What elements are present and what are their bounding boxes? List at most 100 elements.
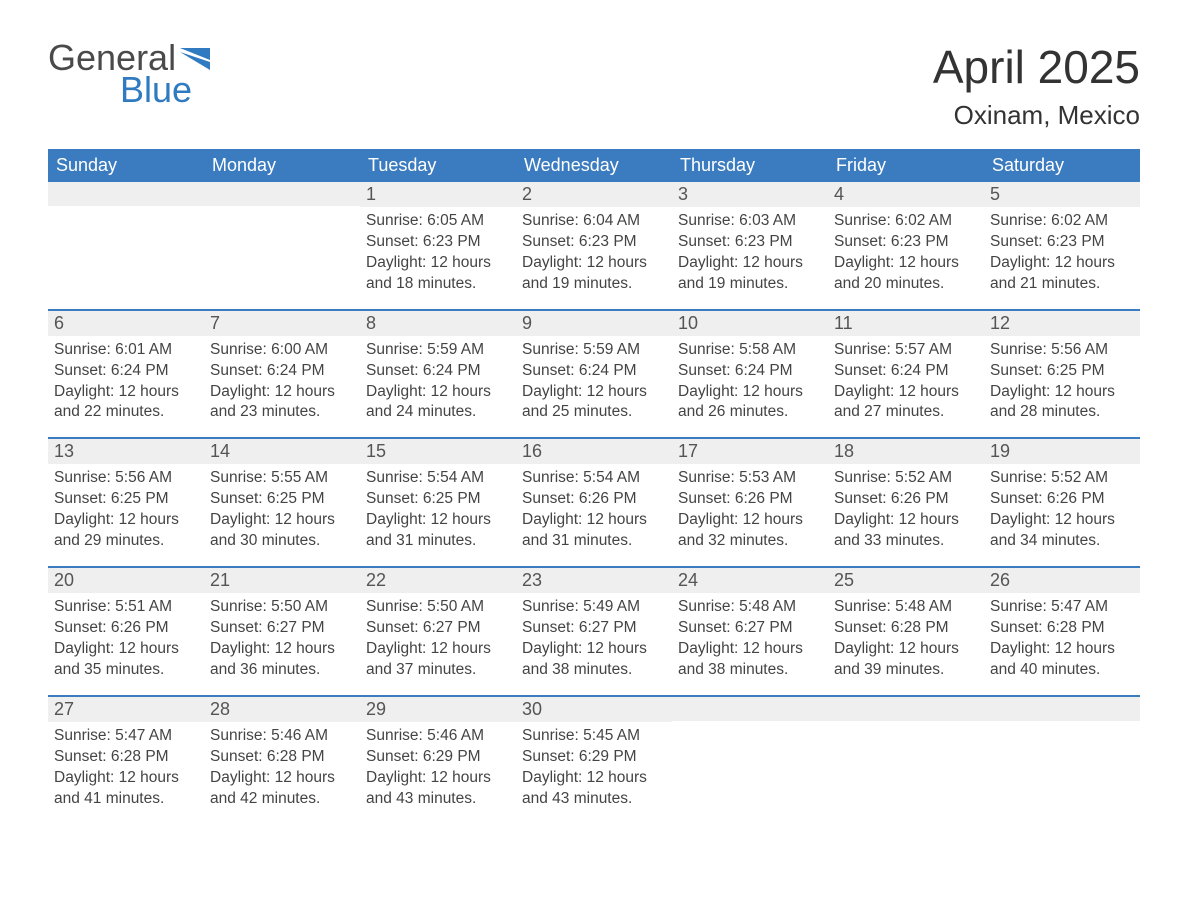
daylight-text: and 39 minutes. bbox=[834, 660, 978, 681]
day-cell: 13Sunrise: 5:56 AMSunset: 6:25 PMDayligh… bbox=[48, 439, 204, 566]
daylight-text: and 25 minutes. bbox=[522, 402, 666, 423]
week-row: 20Sunrise: 5:51 AMSunset: 6:26 PMDayligh… bbox=[48, 566, 1140, 695]
sunset-text: Sunset: 6:28 PM bbox=[210, 747, 354, 768]
sunset-text: Sunset: 6:25 PM bbox=[366, 489, 510, 510]
sunrise-text: Sunrise: 5:46 AM bbox=[210, 726, 354, 747]
daylight-text: Daylight: 12 hours bbox=[54, 768, 198, 789]
sunrise-text: Sunrise: 6:01 AM bbox=[54, 340, 198, 361]
day-number: 18 bbox=[834, 441, 854, 461]
day-number-row: 6 bbox=[48, 311, 204, 336]
day-number-row: 10 bbox=[672, 311, 828, 336]
day-header-row: SundayMondayTuesdayWednesdayThursdayFrid… bbox=[48, 149, 1140, 182]
day-body: Sunrise: 5:56 AMSunset: 6:25 PMDaylight:… bbox=[48, 464, 204, 566]
sunset-text: Sunset: 6:24 PM bbox=[522, 361, 666, 382]
day-header: Monday bbox=[204, 149, 360, 182]
day-number: 2 bbox=[522, 184, 532, 204]
daylight-text: Daylight: 12 hours bbox=[678, 639, 822, 660]
day-body: Sunrise: 6:05 AMSunset: 6:23 PMDaylight:… bbox=[360, 207, 516, 309]
day-body: Sunrise: 5:51 AMSunset: 6:26 PMDaylight:… bbox=[48, 593, 204, 695]
day-number: 29 bbox=[366, 699, 386, 719]
sunset-text: Sunset: 6:27 PM bbox=[522, 618, 666, 639]
week-row: 27 Sunrise: 5:47 AM Sunset: 6:28 PM Dayligh… bbox=[48, 695, 1140, 824]
daylight-text: Daylight: 12 hours bbox=[54, 382, 198, 403]
day-number-row bbox=[48, 182, 204, 206]
daylight-text: and 30 minutes. bbox=[210, 531, 354, 552]
day-body bbox=[984, 721, 1140, 817]
day-number-row: 25 bbox=[828, 568, 984, 593]
day-body: Sunrise: 5:45 AMSunset: 6:29 PMDaylight:… bbox=[516, 722, 672, 824]
day-cell: 22Sunrise: 5:50 AMSunset: 6:27 PMDayligh… bbox=[360, 568, 516, 695]
daylight-text: Daylight: 12 hours bbox=[522, 253, 666, 274]
day-cell: 20Sunrise: 5:51 AMSunset: 6:26 PMDayligh… bbox=[48, 568, 204, 695]
day-cell: 8Sunrise: 5:59 AMSunset: 6:24 PMDaylight… bbox=[360, 311, 516, 438]
day-cell: 12Sunrise: 5:56 AMSunset: 6:25 PMDayligh… bbox=[984, 311, 1140, 438]
sunset-text: Sunset: 6:27 PM bbox=[210, 618, 354, 639]
sunset-text: Sunset: 6:24 PM bbox=[54, 361, 198, 382]
daylight-text: Daylight: 12 hours bbox=[990, 639, 1134, 660]
day-cell bbox=[984, 697, 1140, 824]
sunrise-text: Sunrise: 6:02 AM bbox=[834, 211, 978, 232]
day-body: Sunrise: 5:52 AMSunset: 6:26 PMDaylight:… bbox=[984, 464, 1140, 566]
sunset-text: Sunset: 6:28 PM bbox=[834, 618, 978, 639]
daylight-text: and 23 minutes. bbox=[210, 402, 354, 423]
sunrise-text: Sunrise: 6:04 AM bbox=[522, 211, 666, 232]
week-row: 6Sunrise: 6:01 AMSunset: 6:24 PMDaylight… bbox=[48, 309, 1140, 438]
day-body: Sunrise: 6:03 AMSunset: 6:23 PMDaylight:… bbox=[672, 207, 828, 309]
sunset-text: Sunset: 6:24 PM bbox=[366, 361, 510, 382]
day-number: 16 bbox=[522, 441, 542, 461]
day-number-row: 27 bbox=[48, 697, 204, 722]
day-body bbox=[204, 206, 360, 302]
daylight-text: and 31 minutes. bbox=[366, 531, 510, 552]
sunset-text: Sunset: 6:27 PM bbox=[366, 618, 510, 639]
sunrise-text: Sunrise: 5:48 AM bbox=[834, 597, 978, 618]
daylight-text: and 43 minutes. bbox=[366, 789, 510, 810]
day-header: Tuesday bbox=[360, 149, 516, 182]
sunrise-text: Sunrise: 5:47 AM bbox=[54, 726, 198, 747]
day-number: 3 bbox=[678, 184, 688, 204]
day-body: Sunrise: 5:59 AMSunset: 6:24 PMDaylight:… bbox=[360, 336, 516, 438]
daylight-text: and 42 minutes. bbox=[210, 789, 354, 810]
daylight-text: and 29 minutes. bbox=[54, 531, 198, 552]
day-body: Sunrise: 5:54 AMSunset: 6:26 PMDaylight:… bbox=[516, 464, 672, 566]
day-number-row: 17 bbox=[672, 439, 828, 464]
day-number: 27 bbox=[54, 699, 74, 719]
daylight-text: Daylight: 12 hours bbox=[210, 510, 354, 531]
day-number: 5 bbox=[990, 184, 1000, 204]
day-body: Sunrise: 6:01 AMSunset: 6:24 PMDaylight:… bbox=[48, 336, 204, 438]
daylight-text: Daylight: 12 hours bbox=[210, 382, 354, 403]
day-number: 19 bbox=[990, 441, 1010, 461]
day-header: Thursday bbox=[672, 149, 828, 182]
day-number-row: 30 bbox=[516, 697, 672, 722]
day-number-row: 8 bbox=[360, 311, 516, 336]
sunrise-text: Sunrise: 6:02 AM bbox=[990, 211, 1134, 232]
day-body: Sunrise: 5:50 AMSunset: 6:27 PMDaylight:… bbox=[204, 593, 360, 695]
sunset-text: Sunset: 6:25 PM bbox=[990, 361, 1134, 382]
day-body: Sunrise: 6:04 AMSunset: 6:23 PMDaylight:… bbox=[516, 207, 672, 309]
sunset-text: Sunset: 6:28 PM bbox=[990, 618, 1134, 639]
day-number: 30 bbox=[522, 699, 542, 719]
sunrise-text: Sunrise: 5:48 AM bbox=[678, 597, 822, 618]
day-body bbox=[48, 206, 204, 302]
sunset-text: Sunset: 6:24 PM bbox=[834, 361, 978, 382]
day-number: 4 bbox=[834, 184, 844, 204]
day-number-row: 15 bbox=[360, 439, 516, 464]
title-block: April 2025 Oxinam, Mexico bbox=[933, 40, 1140, 131]
day-cell: 1Sunrise: 6:05 AMSunset: 6:23 PMDaylight… bbox=[360, 182, 516, 309]
day-number: 26 bbox=[990, 570, 1010, 590]
day-cell: 18 Sunrise: 5:52 AMSunset: 6:26 PMDayligh… bbox=[828, 439, 984, 566]
day-cell: 5Sunrise: 6:02 AMSunset: 6:23 PMDaylight… bbox=[984, 182, 1140, 309]
day-number-row: 2 bbox=[516, 182, 672, 207]
day-number-row: 24 bbox=[672, 568, 828, 593]
day-number: 7 bbox=[210, 313, 220, 333]
daylight-text: Daylight: 12 hours bbox=[834, 510, 978, 531]
day-cell: 16 Sunrise: 5:54 AMSunset: 6:26 PMDayligh… bbox=[516, 439, 672, 566]
sunrise-text: Sunrise: 5:54 AM bbox=[366, 468, 510, 489]
sunset-text: Sunset: 6:26 PM bbox=[678, 489, 822, 510]
day-number: 21 bbox=[210, 570, 230, 590]
day-body: Sunrise: 6:02 AMSunset: 6:23 PMDaylight:… bbox=[828, 207, 984, 309]
day-number-row: 14 bbox=[204, 439, 360, 464]
sunrise-text: Sunrise: 5:46 AM bbox=[366, 726, 510, 747]
day-cell: 14Sunrise: 5:55 AMSunset: 6:25 PMDayligh… bbox=[204, 439, 360, 566]
day-body: Sunrise: 5:52 AMSunset: 6:26 PMDaylight:… bbox=[828, 464, 984, 566]
daylight-text: Daylight: 12 hours bbox=[522, 639, 666, 660]
